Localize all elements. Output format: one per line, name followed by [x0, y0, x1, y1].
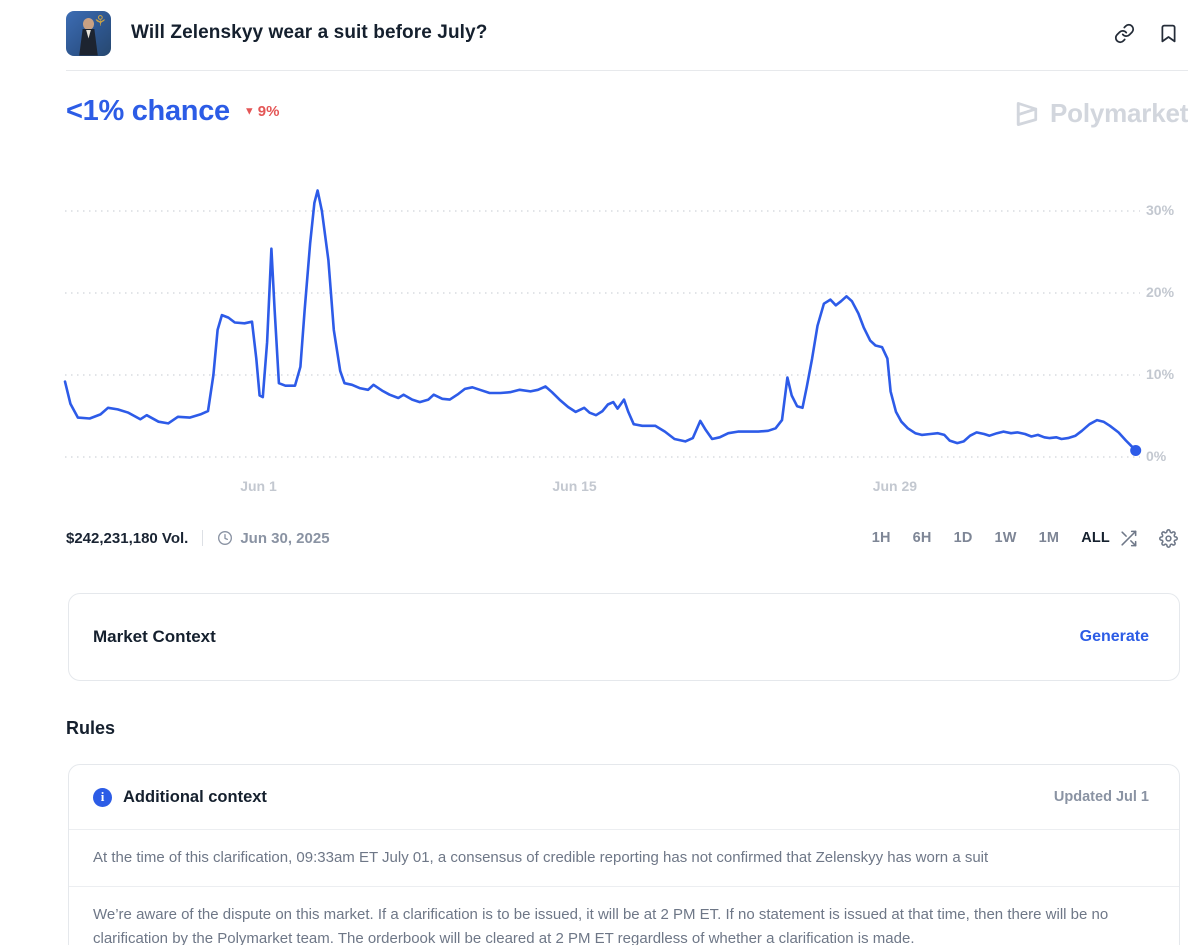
y-tick-label: 0% [1146, 448, 1167, 464]
x-tick-label: Jun 1 [240, 478, 277, 494]
settings-gear-icon[interactable] [1156, 526, 1180, 550]
header-divider [66, 70, 1188, 71]
rules-heading: Rules [66, 718, 116, 738]
watermark-brand: Polymarket [1050, 98, 1188, 128]
compare-shuffle-icon[interactable] [1116, 526, 1140, 550]
timeframe-all[interactable]: ALL [1081, 530, 1110, 546]
copy-link-icon[interactable] [1112, 21, 1136, 45]
updated-timestamp: Updated Jul 1 [1053, 789, 1149, 805]
timeframe-1m[interactable]: 1M [1038, 530, 1060, 546]
ukraine-emblem-icon: ⚘ [93, 12, 107, 30]
timeframe-1w[interactable]: 1W [994, 530, 1017, 546]
price-chart-svg [63, 189, 1142, 458]
arrow-down-icon: ▼ [243, 105, 255, 118]
market-avatar: ⚘ [66, 10, 111, 56]
price-line [63, 189, 1137, 452]
timeframe-selector: 1H 6H 1D 1W 1M ALL [872, 530, 1110, 546]
market-context-card: Market Context Generate [68, 593, 1180, 681]
additional-context-header: i Additional context Updated Jul 1 [69, 765, 1179, 829]
end-date-label: Jun 30, 2025 [240, 529, 330, 547]
page-title: Will Zelenskyy wear a suit before July? [131, 22, 488, 43]
price-change-value: 9% [257, 102, 280, 120]
y-axis-labels: 30% 20% 10% 0% [1146, 170, 1188, 464]
additional-context-title: Additional context [123, 787, 267, 806]
polymarket-logo-icon [1016, 101, 1038, 126]
clarification-paragraph-2: We’re aware of the dispute on this marke… [93, 906, 1109, 945]
y-tick-label: 10% [1146, 366, 1175, 382]
additional-context-card: i Additional context Updated Jul 1 At th… [68, 764, 1180, 945]
end-date: Jun 30, 2025 [217, 529, 330, 547]
info-icon: i [93, 787, 112, 807]
x-tick-label: Jun 15 [552, 478, 597, 494]
chance-value: <1% chance [66, 94, 230, 127]
price-row: <1% chance ▼ 9% [66, 92, 279, 130]
price-change: ▼ 9% [244, 103, 280, 120]
bookmark-icon[interactable] [1156, 21, 1180, 45]
price-chart[interactable] [63, 170, 1142, 460]
y-tick-label: 20% [1146, 284, 1175, 300]
toolbar-divider [202, 530, 204, 546]
card-divider [69, 829, 1179, 830]
timeframe-6h[interactable]: 6H [912, 530, 932, 546]
timeframe-1d[interactable]: 1D [953, 530, 973, 546]
y-tick-label: 30% [1146, 202, 1175, 218]
latest-point-dot [1130, 444, 1142, 456]
market-context-title: Market Context [93, 627, 216, 646]
clarification-paragraph-1: At the time of this clarification, 09:33… [93, 849, 989, 866]
x-axis-labels: Jun 1 Jun 15 Jun 29 [65, 478, 1140, 498]
polymarket-watermark: Polymarket [1012, 98, 1188, 129]
generate-button[interactable]: Generate [1079, 628, 1149, 645]
volume-label: $242,231,180 Vol. [66, 529, 189, 547]
timeframe-1h[interactable]: 1H [871, 530, 891, 546]
chart-toolbar: $242,231,180 Vol. Jun 30, 2025 1H 6H 1D 1W 1… [66, 522, 1180, 554]
clock-icon [218, 531, 233, 545]
x-tick-label: Jun 29 [872, 478, 918, 494]
card-divider [69, 886, 1179, 887]
market-header: ⚘ Will Zelenskyy wear a suit before July… [66, 8, 1180, 58]
